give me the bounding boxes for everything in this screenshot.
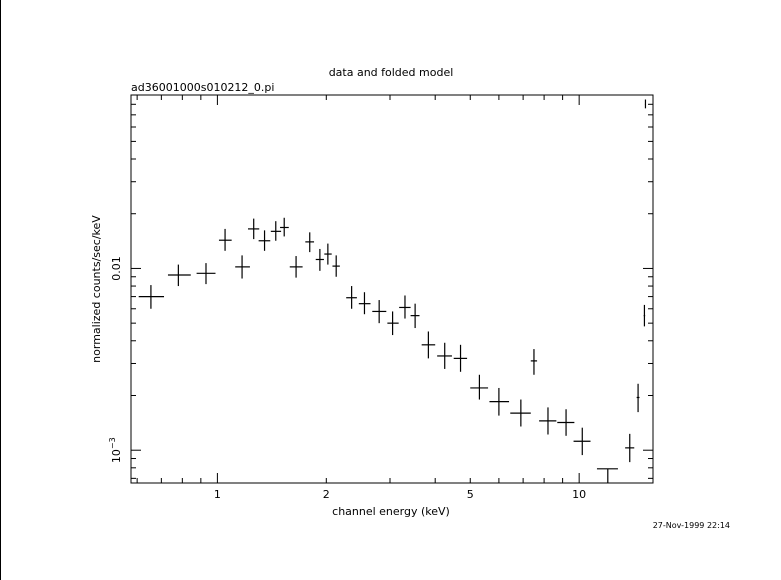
chart-subtitle: ad36001000s010212_0.pi	[131, 81, 274, 94]
data-points	[138, 99, 647, 483]
data-point	[358, 292, 371, 315]
data-point	[196, 263, 216, 285]
data-point	[305, 232, 315, 253]
x-tick-label: 10	[572, 488, 586, 501]
data-point	[270, 221, 282, 241]
data-point	[489, 387, 510, 416]
data-point	[557, 409, 575, 436]
data-point	[332, 255, 340, 277]
data-point	[289, 256, 303, 278]
data-point	[530, 349, 538, 375]
axis-ticks	[131, 94, 653, 483]
data-point	[258, 230, 271, 251]
x-axis-label: channel energy (keV)	[332, 505, 450, 518]
data-point	[315, 248, 324, 271]
data-point	[644, 99, 647, 109]
data-point	[470, 374, 489, 400]
data-point	[387, 311, 399, 336]
data-point	[421, 331, 436, 359]
y-tick-label: 10−3	[108, 437, 123, 463]
data-point	[399, 295, 411, 319]
data-point	[539, 407, 557, 435]
data-point	[643, 304, 646, 327]
timestamp: 27-Nov-1999 22:14	[653, 521, 730, 530]
data-point	[247, 218, 260, 240]
x-tick-label: 5	[467, 488, 474, 501]
axis-tick-labels: 1 2 5 10 0.01 10−3	[108, 256, 586, 501]
data-point	[437, 342, 452, 369]
chart-title: data and folded model	[329, 66, 454, 79]
data-point	[218, 228, 232, 251]
y-axis-label: normalized counts/sec/keV	[90, 215, 103, 363]
data-point	[235, 255, 250, 279]
data-point	[138, 285, 165, 309]
plot-frame	[130, 94, 654, 484]
data-point	[280, 217, 289, 237]
data-point	[346, 286, 357, 309]
data-point	[573, 427, 591, 456]
window-left-edge	[0, 0, 1, 580]
data-point	[625, 433, 635, 463]
data-point	[510, 399, 531, 427]
data-point	[167, 264, 191, 287]
data-point	[410, 303, 420, 329]
data-point	[596, 468, 618, 483]
data-point	[453, 344, 468, 372]
data-point	[324, 243, 332, 265]
x-tick-label: 1	[214, 488, 221, 501]
data-point	[636, 383, 640, 413]
x-tick-label: 2	[323, 488, 330, 501]
data-point	[372, 300, 387, 324]
y-tick-label: 0.01	[110, 256, 123, 281]
